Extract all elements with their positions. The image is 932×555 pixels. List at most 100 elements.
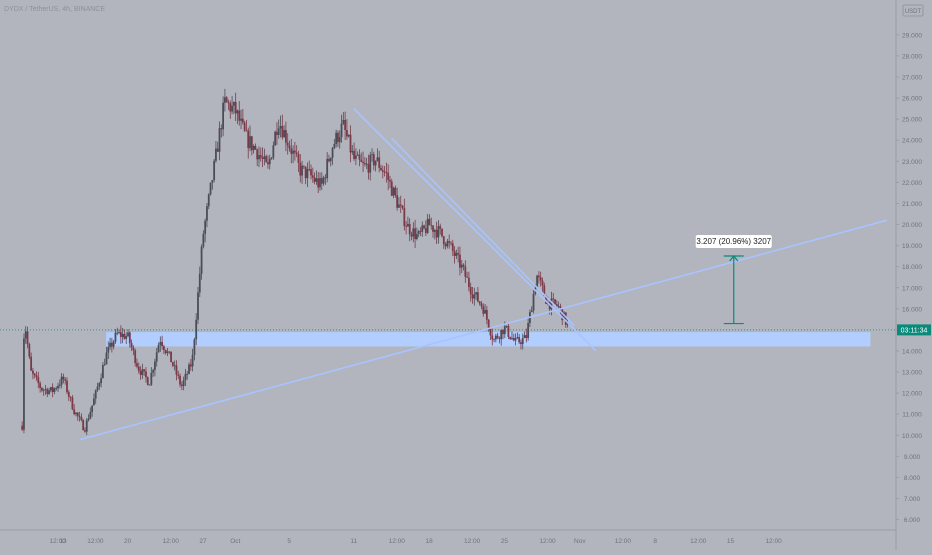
candle-body (450, 242, 452, 244)
currency-badge: USDT (905, 9, 922, 15)
candle-body (390, 181, 393, 196)
candle-body (189, 364, 192, 367)
candle-body (182, 380, 185, 387)
candle-body (125, 335, 128, 339)
candle-body (369, 155, 372, 173)
candle-body (218, 128, 221, 152)
candle-body (408, 223, 411, 235)
candle-body (276, 131, 278, 135)
candle-body (299, 162, 302, 176)
candle-body (428, 218, 431, 226)
candle-body (66, 380, 68, 393)
candle-body (24, 331, 27, 339)
candle-body (365, 163, 368, 165)
price-axis[interactable]: 6.000 7.000 8.000 9.000 10.000 11.000 12.000 13… (895, 0, 922, 550)
candle-body (401, 205, 404, 208)
candle-body (326, 158, 329, 179)
candle-body (118, 332, 120, 333)
candle-body (313, 177, 316, 182)
candle-body (206, 206, 208, 221)
candle-body (387, 172, 390, 181)
candle-body (33, 373, 36, 376)
candle-body (301, 165, 303, 176)
candle-body (57, 385, 59, 389)
candle-body (292, 150, 294, 154)
candle-body (49, 387, 52, 391)
trend-line[interactable] (390, 137, 575, 327)
candle-body (340, 123, 343, 138)
candle-body (537, 275, 540, 278)
price-tick-label: 17.000 (902, 285, 922, 292)
trend-line[interactable] (80, 219, 887, 441)
candle-body (128, 332, 131, 344)
candle-body (430, 225, 433, 226)
candle-body (39, 383, 41, 388)
candle-body (484, 309, 486, 314)
candle-body (564, 312, 567, 325)
candle-body (414, 228, 416, 239)
candle-body (552, 298, 555, 300)
candle-body (308, 169, 311, 170)
candle-body (500, 329, 503, 340)
candle-body (173, 365, 176, 367)
candle-body (87, 418, 90, 421)
candle-body (204, 220, 207, 234)
measure-label-box (695, 234, 772, 248)
candle-body (516, 337, 519, 338)
candle-body (267, 162, 269, 165)
candle-body (344, 119, 347, 130)
candle-body (505, 325, 508, 327)
candle-body (241, 118, 244, 123)
price-range-measurement[interactable]: 3.207 (20.96%) 3207 (695, 234, 772, 325)
trend-line[interactable] (353, 108, 597, 352)
candle-body (518, 337, 521, 343)
candle-body (238, 110, 241, 121)
candle-body (110, 342, 113, 347)
candle-body (374, 160, 377, 166)
candle-body (98, 383, 101, 387)
candle-body (274, 131, 277, 146)
candle-body (491, 335, 494, 340)
candle-body (121, 333, 124, 337)
candle-body (545, 295, 547, 304)
candle-body (563, 312, 565, 321)
candle-body (310, 169, 312, 176)
candle-body (385, 171, 388, 173)
candle-body (166, 351, 169, 353)
candle-body (295, 152, 298, 155)
candle-body (134, 350, 137, 364)
time-tick-label: 12:00 (690, 538, 707, 545)
candle-body (78, 416, 81, 418)
candle-body (424, 228, 427, 233)
candle-body (103, 364, 106, 366)
candle-body (161, 341, 164, 347)
candle-body (489, 328, 492, 336)
candle-body (263, 156, 266, 159)
candle-body (507, 325, 510, 337)
candle-body (40, 387, 43, 391)
candle-body (136, 363, 138, 367)
candle-body (216, 148, 219, 152)
price-tick-label: 12.000 (902, 391, 922, 398)
candles-series[interactable] (21, 88, 569, 436)
support-zone[interactable] (106, 332, 871, 347)
candle-body (466, 276, 469, 278)
candle-body (407, 223, 409, 227)
candle-body (457, 253, 460, 255)
candle-body (207, 194, 210, 207)
candle-body (132, 347, 135, 351)
price-tick-label: 26.000 (902, 96, 922, 103)
currency-badge-box[interactable] (902, 4, 924, 17)
candle-body (195, 319, 198, 340)
candle-body (243, 122, 246, 131)
trend-lines[interactable] (80, 108, 887, 441)
candle-body (403, 207, 406, 226)
candle-body (252, 145, 255, 151)
candle-body (258, 155, 260, 160)
price-tick-label: 23.000 (902, 159, 922, 166)
candle-body (225, 97, 228, 103)
candle-body (475, 292, 477, 295)
